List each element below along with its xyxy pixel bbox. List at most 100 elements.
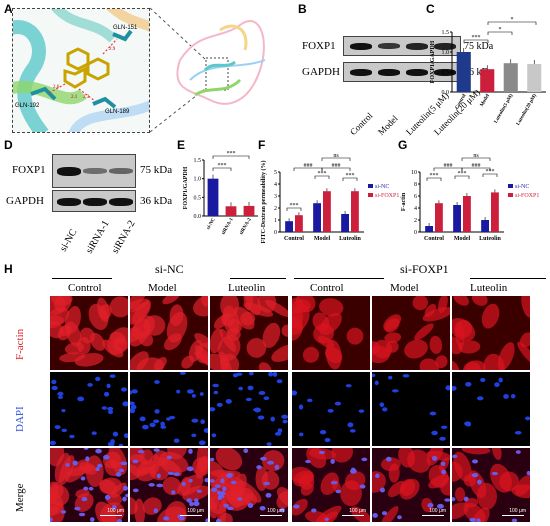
significance-label: ***	[472, 35, 481, 41]
y-tick-label: 1.5	[442, 30, 450, 36]
merge-image: 100 μm	[292, 448, 370, 522]
chart-e: 0.0 0.5 1.0 1.5 FOXP1/GAPDH si-NC siRNA-1 siRNA…	[183, 151, 258, 236]
y-axis-label: FOXP1/GAPDH	[430, 40, 436, 83]
bar	[503, 63, 518, 92]
y-tick-label: 6	[414, 194, 417, 200]
distance-label: 2.9	[109, 47, 116, 52]
significance-label: ###	[444, 163, 453, 169]
foxp1-blot	[343, 36, 461, 56]
residue-label: GLN-189	[105, 109, 130, 115]
significance-label: ***	[227, 151, 236, 157]
legend-swatch	[368, 193, 373, 197]
column-header: Control	[310, 282, 344, 294]
legend-swatch	[508, 193, 513, 197]
legend-label: si-FOXP1	[515, 193, 539, 199]
significance-bracket	[426, 177, 442, 181]
dapi-image	[50, 372, 128, 446]
x-tick-label: Luteolin	[479, 236, 501, 242]
row-label-factin: F-actin	[14, 328, 26, 360]
y-tick-label: 0	[414, 230, 417, 236]
bar	[456, 52, 471, 92]
dapi-image	[210, 372, 288, 446]
panel-label-a: A	[4, 2, 13, 16]
row-label-merge: Merge	[14, 483, 26, 512]
significance-bracket	[482, 173, 498, 177]
factin-image	[372, 296, 450, 370]
y-tick-label: 5	[274, 170, 277, 176]
significance-bracket	[342, 177, 358, 181]
panel-label-g: G	[398, 138, 408, 152]
bar	[313, 203, 321, 232]
x-tick-label: Luteolin	[339, 236, 361, 242]
dapi-image	[372, 372, 450, 446]
merge-image: 100 μm	[210, 448, 288, 522]
dapi-image	[292, 372, 370, 446]
significance-label: ***	[290, 203, 299, 209]
significance-label: *	[499, 27, 502, 33]
legend-label: si-FOXP1	[375, 193, 399, 199]
gapdh-blot	[343, 62, 461, 82]
docking-zoom-illustration	[13, 9, 149, 132]
legend-swatch	[368, 184, 373, 188]
dapi-image	[130, 372, 208, 446]
x-tick-label: Model	[480, 93, 491, 108]
bar	[453, 205, 461, 232]
y-tick-label: 1.0	[194, 177, 202, 183]
bar	[435, 203, 443, 232]
significance-label: ***	[318, 171, 327, 177]
x-tick-label: siRNA-1	[221, 217, 235, 236]
significance-bracket	[286, 207, 302, 211]
significance-bracket	[463, 39, 489, 43]
distance-label: 2.3	[83, 95, 90, 100]
lane-label: Model	[376, 113, 400, 138]
legend-label: si-NC	[515, 184, 529, 190]
factin-image	[210, 296, 288, 370]
row-label-dapi: DAPI	[14, 406, 26, 432]
microscopy-panel: si-NC si-FOXP1 Control Model Luteolin Contr…	[50, 262, 550, 526]
significance-label: ***	[486, 169, 495, 175]
merge-image: 100 μm	[372, 448, 450, 522]
bar	[351, 191, 359, 232]
residue-label: GLN-151	[113, 25, 138, 31]
x-tick-label: Control	[455, 93, 468, 110]
bar	[491, 192, 499, 232]
y-tick-label: 1	[274, 218, 277, 224]
factin-image	[50, 296, 128, 370]
lane-label: siRNA-2	[110, 218, 138, 256]
bar	[463, 196, 471, 232]
factin-image	[452, 296, 530, 370]
legend-label: si-NC	[375, 184, 389, 190]
scale-bar-label: 100 μm	[509, 508, 526, 514]
chart-f: 0 1 2 3 4 5 FITC-Dextran permeability (%) Contr…	[260, 153, 399, 243]
y-tick-label: 2	[274, 206, 277, 212]
blot-row-label: FOXP1	[12, 164, 46, 176]
bar	[285, 221, 293, 232]
bar	[341, 214, 349, 232]
panel-label-e: E	[177, 138, 186, 152]
scale-bar-label: 100 μm	[267, 508, 284, 514]
y-tick-label: 1.5	[194, 158, 202, 164]
distance-label: 2.6	[53, 85, 60, 90]
y-tick-label: 0.0	[442, 90, 450, 96]
significance-label: ***	[218, 163, 227, 169]
docking-zoom-view: GLN-151 GLN-192 GLN-189 2.9 2.6 2.3 2.1	[12, 8, 150, 133]
protein-overview	[150, 7, 266, 133]
y-tick-label: 0.5	[194, 195, 202, 201]
mw-label: 75 kDa	[464, 41, 494, 52]
significance-bracket	[314, 175, 330, 179]
x-tick-label: Model	[314, 236, 331, 242]
merge-image: 100 μm	[130, 448, 208, 522]
y-tick-label: 3	[274, 194, 277, 200]
dapi-image	[452, 372, 530, 446]
y-tick-label: 0.0	[194, 214, 202, 220]
x-tick-label: Control	[284, 236, 304, 242]
lane-label: Control	[348, 110, 375, 138]
group-label: si-NC	[155, 262, 184, 276]
mw-label: 36 kDa	[140, 195, 173, 207]
column-header: Control	[68, 282, 102, 294]
significance-bracket	[321, 167, 351, 171]
residue-label: GLN-192	[15, 103, 40, 109]
lane-label: si-NC	[58, 227, 80, 254]
x-tick-label: Control	[424, 236, 444, 242]
